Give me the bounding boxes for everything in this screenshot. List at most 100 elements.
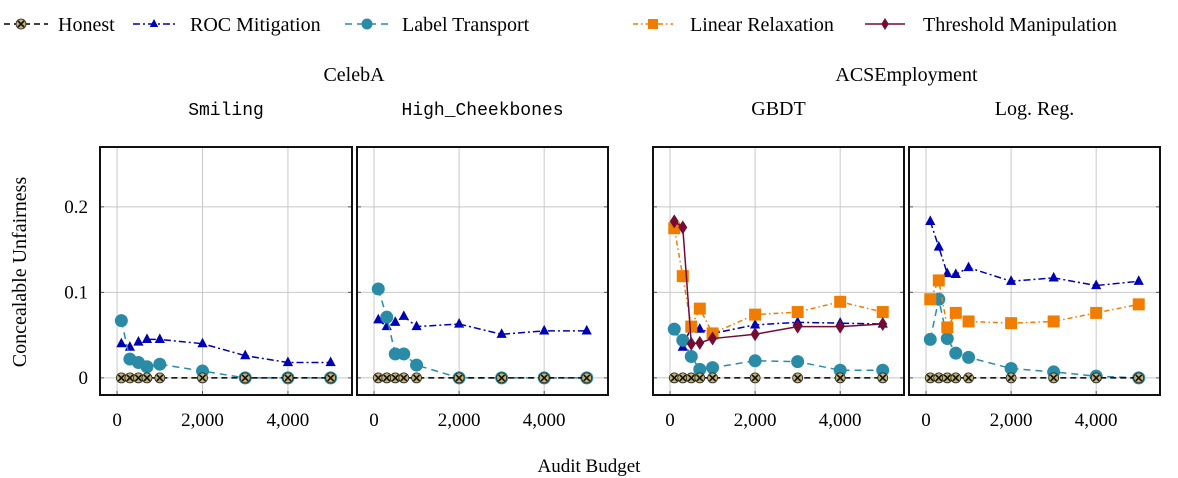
marker-cross bbox=[455, 374, 463, 382]
marker-cross bbox=[679, 374, 687, 382]
panel-frame bbox=[908, 146, 1161, 396]
data-point bbox=[141, 333, 153, 344]
data-point bbox=[708, 331, 718, 346]
data-point bbox=[140, 360, 154, 374]
data-point bbox=[325, 372, 337, 384]
marker-cross bbox=[134, 374, 143, 382]
data-point bbox=[750, 318, 761, 329]
data-point bbox=[1133, 275, 1144, 285]
data-point bbox=[116, 337, 127, 348]
data-point bbox=[1090, 372, 1102, 384]
y-tick-label: 0.1 bbox=[64, 282, 88, 303]
panel-smiling: Smiling 0 2,000 4,000 0 0.1 0.2 bbox=[64, 101, 353, 431]
series-label-transport bbox=[371, 282, 594, 385]
x-tick-label: 0 bbox=[665, 410, 675, 431]
data-point bbox=[706, 361, 720, 375]
data-point bbox=[963, 261, 974, 272]
data-point bbox=[963, 372, 974, 384]
marker-cross bbox=[117, 374, 125, 382]
data-point bbox=[154, 372, 166, 384]
data-point bbox=[496, 328, 507, 338]
data-point bbox=[1048, 271, 1059, 282]
series-honest bbox=[372, 372, 593, 384]
marker-cross bbox=[17, 20, 25, 28]
x-tick-label: 2,000 bbox=[734, 410, 777, 431]
legend-item-roc-mitigation: ROC Mitigation bbox=[133, 14, 321, 36]
marker-cross bbox=[391, 374, 399, 382]
data-point bbox=[133, 372, 144, 384]
data-point bbox=[282, 356, 294, 367]
data-point bbox=[124, 372, 136, 384]
marker-cross bbox=[412, 374, 421, 382]
data-point bbox=[748, 354, 762, 368]
data-point bbox=[950, 372, 962, 384]
data-point bbox=[834, 372, 846, 384]
marker-cross bbox=[943, 374, 951, 382]
series-honest bbox=[924, 372, 1145, 384]
data-point bbox=[197, 337, 208, 348]
data-point bbox=[693, 302, 706, 315]
data-point bbox=[834, 295, 847, 308]
group-title: CelebA bbox=[323, 64, 385, 86]
gridlines bbox=[653, 147, 904, 395]
data-point bbox=[923, 332, 937, 346]
marker-cross bbox=[383, 374, 391, 382]
data-point bbox=[676, 333, 690, 347]
legend-item-honest: Honest bbox=[0, 14, 115, 36]
series-label-transport bbox=[923, 292, 1146, 385]
data-point bbox=[876, 363, 890, 377]
legend-label: Threshold Manipulation bbox=[923, 14, 1117, 36]
series-honest bbox=[115, 372, 337, 384]
data-point bbox=[389, 372, 401, 384]
data-point bbox=[115, 372, 127, 384]
legend-marker-diamond-icon bbox=[881, 18, 889, 30]
marker-cross bbox=[126, 374, 134, 382]
panel-frame bbox=[356, 146, 609, 396]
marker-cross bbox=[952, 374, 960, 382]
data-point bbox=[390, 316, 401, 326]
marker-cross bbox=[794, 374, 802, 382]
legend-marker-circle-x-icon bbox=[15, 18, 27, 30]
marker-cross bbox=[1135, 374, 1143, 382]
gridlines bbox=[909, 147, 1160, 395]
panel-frame bbox=[652, 146, 905, 396]
data-point bbox=[941, 321, 954, 334]
marker-cross bbox=[583, 374, 591, 382]
data-point bbox=[398, 310, 409, 320]
series-roc-mitigation bbox=[373, 310, 592, 338]
data-point bbox=[154, 333, 165, 344]
data-point bbox=[941, 372, 953, 384]
marker-cross bbox=[498, 374, 506, 382]
series-line bbox=[929, 277, 1139, 330]
data-point bbox=[410, 358, 424, 372]
data-point bbox=[693, 362, 707, 376]
marker-cross bbox=[1050, 374, 1058, 382]
data-point bbox=[793, 319, 803, 334]
marker-cross bbox=[670, 374, 678, 382]
data-point bbox=[791, 355, 805, 369]
series-line bbox=[929, 221, 1139, 287]
data-point bbox=[833, 363, 847, 377]
x-tick-label: 2,000 bbox=[990, 410, 1033, 431]
panel-high-cheekbones: High_Cheekbones 0 2,000 4,000 bbox=[356, 101, 609, 431]
series-line bbox=[377, 288, 587, 379]
data-point bbox=[397, 347, 411, 361]
data-point bbox=[1048, 372, 1060, 384]
panel-subtitle: GBDT bbox=[751, 98, 805, 120]
data-point bbox=[677, 372, 689, 384]
series-line bbox=[673, 328, 883, 371]
legend-marker-circle-icon bbox=[361, 18, 373, 30]
marker-cross bbox=[374, 374, 382, 382]
data-point bbox=[1091, 279, 1102, 290]
marker-cross bbox=[696, 374, 704, 382]
marker-cross bbox=[198, 374, 207, 382]
y-axis-label: Concealable Unfairness bbox=[9, 177, 31, 368]
data-point bbox=[667, 322, 681, 336]
data-point bbox=[453, 372, 465, 384]
data-point bbox=[1133, 372, 1145, 384]
marker-cross bbox=[879, 374, 887, 382]
data-point bbox=[792, 372, 804, 384]
data-point bbox=[932, 274, 945, 287]
legend-marker-square-icon bbox=[648, 19, 658, 29]
